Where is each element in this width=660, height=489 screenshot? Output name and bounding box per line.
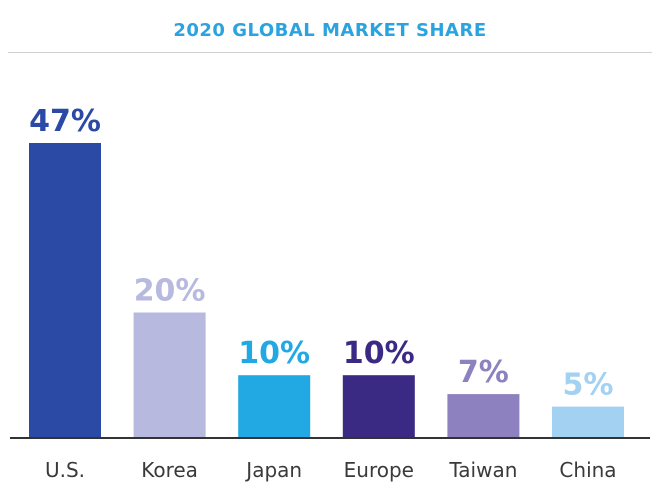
category-label-u-s: U.S. [45, 458, 85, 482]
value-label-japan: 10% [238, 336, 310, 371]
value-labels-group: 47% 20% 10% 10% 7% 5% [29, 104, 613, 403]
bars-group [29, 143, 624, 438]
category-label-europe: Europe [344, 458, 414, 482]
category-labels-group: U.S. Korea Japan Europe Taiwan China [45, 458, 617, 482]
chart-title: 2020 GLOBAL MARKET SHARE [173, 19, 487, 41]
category-label-korea: Korea [141, 458, 198, 482]
value-label-europe: 10% [343, 336, 415, 371]
value-label-u-s: 47% [29, 104, 101, 139]
chart-title-bar: 2020 GLOBAL MARKET SHARE [8, 8, 652, 53]
value-label-china: 5% [563, 368, 614, 403]
category-label-japan: Japan [244, 458, 302, 482]
bar-europe [342, 375, 415, 438]
value-label-taiwan: 7% [458, 355, 509, 390]
category-label-china: China [559, 458, 616, 482]
bar-japan [238, 375, 311, 438]
category-label-taiwan: Taiwan [448, 458, 517, 482]
bar-taiwan [447, 394, 520, 438]
bar-korea [133, 312, 206, 438]
bar-u-s [29, 143, 101, 438]
bar-china [552, 406, 624, 438]
value-label-korea: 20% [134, 274, 206, 309]
